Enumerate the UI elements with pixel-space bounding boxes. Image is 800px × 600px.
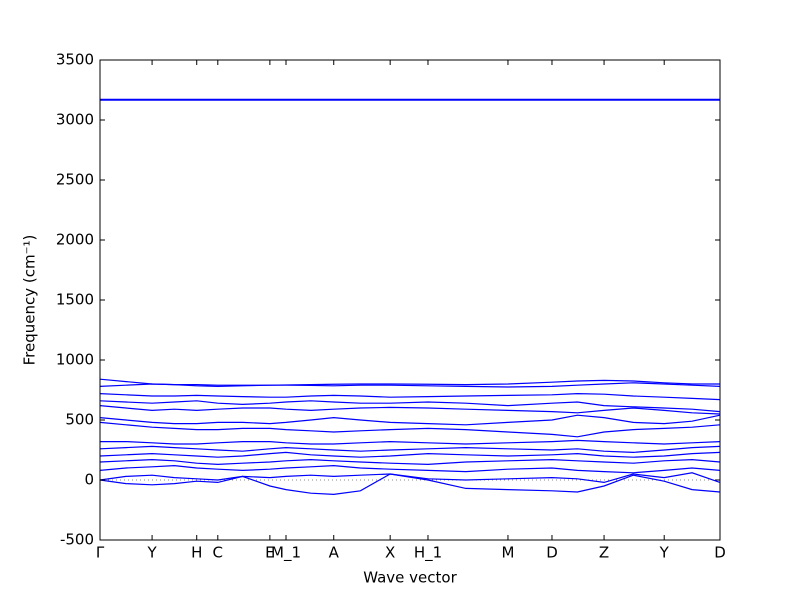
- band-line: [99, 451, 721, 458]
- x-tick-label: Z: [599, 544, 609, 562]
- band-line: [99, 445, 721, 454]
- x-tick-label: Γ: [96, 544, 105, 562]
- x-axis-label: Wave vector: [363, 569, 457, 587]
- y-tick-label: 500: [65, 411, 94, 429]
- x-tick-label: M: [501, 544, 514, 562]
- x-tick-label: E: [265, 544, 274, 562]
- x-tick-label: X: [385, 544, 395, 562]
- y-tick-label: 1500: [56, 291, 94, 309]
- band-line: [100, 439, 721, 445]
- band-line: [99, 392, 721, 401]
- y-tick-label: 3500: [56, 51, 94, 69]
- y-axis-label: Frequency (cm⁻¹): [21, 235, 39, 366]
- band-line: [99, 421, 721, 438]
- band-line: [99, 458, 721, 466]
- band-line: [99, 472, 721, 484]
- y-tick-label: 3000: [56, 111, 94, 129]
- band-line: [99, 405, 721, 415]
- band-line: [99, 378, 720, 386]
- band-line: [99, 414, 721, 426]
- y-tick-label: 1000: [56, 351, 94, 369]
- x-tick-label: Y: [146, 544, 157, 562]
- band-line: [99, 464, 721, 474]
- band-line: [99, 473, 721, 496]
- x-tick-label: C: [213, 544, 223, 562]
- band-line: [99, 382, 721, 388]
- x-tick-label: A: [329, 544, 340, 562]
- x-tick-label: H_1: [414, 544, 442, 563]
- y-tick-label: -500: [60, 531, 94, 549]
- x-tick-label: M_1: [271, 544, 301, 563]
- band-line: [99, 400, 721, 413]
- y-tick-label: 2000: [56, 231, 94, 249]
- x-tick-label: Y: [659, 544, 670, 562]
- y-tick-label: 0: [84, 471, 94, 489]
- x-tick-label: D: [546, 544, 558, 562]
- x-tick-label: D: [714, 544, 726, 562]
- x-tick-label: H: [191, 544, 202, 562]
- y-tick-label: 2500: [56, 171, 94, 189]
